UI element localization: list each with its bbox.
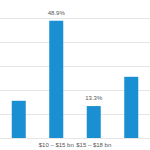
svg-text:$15 – $18 bn: $15 – $18 bn: [76, 142, 111, 148]
svg-text:48.9%: 48.9%: [48, 10, 66, 16]
svg-text:$10 – $15 bn: $10 – $15 bn: [39, 142, 74, 148]
svg-text:13.3%: 13.3%: [85, 95, 103, 101]
